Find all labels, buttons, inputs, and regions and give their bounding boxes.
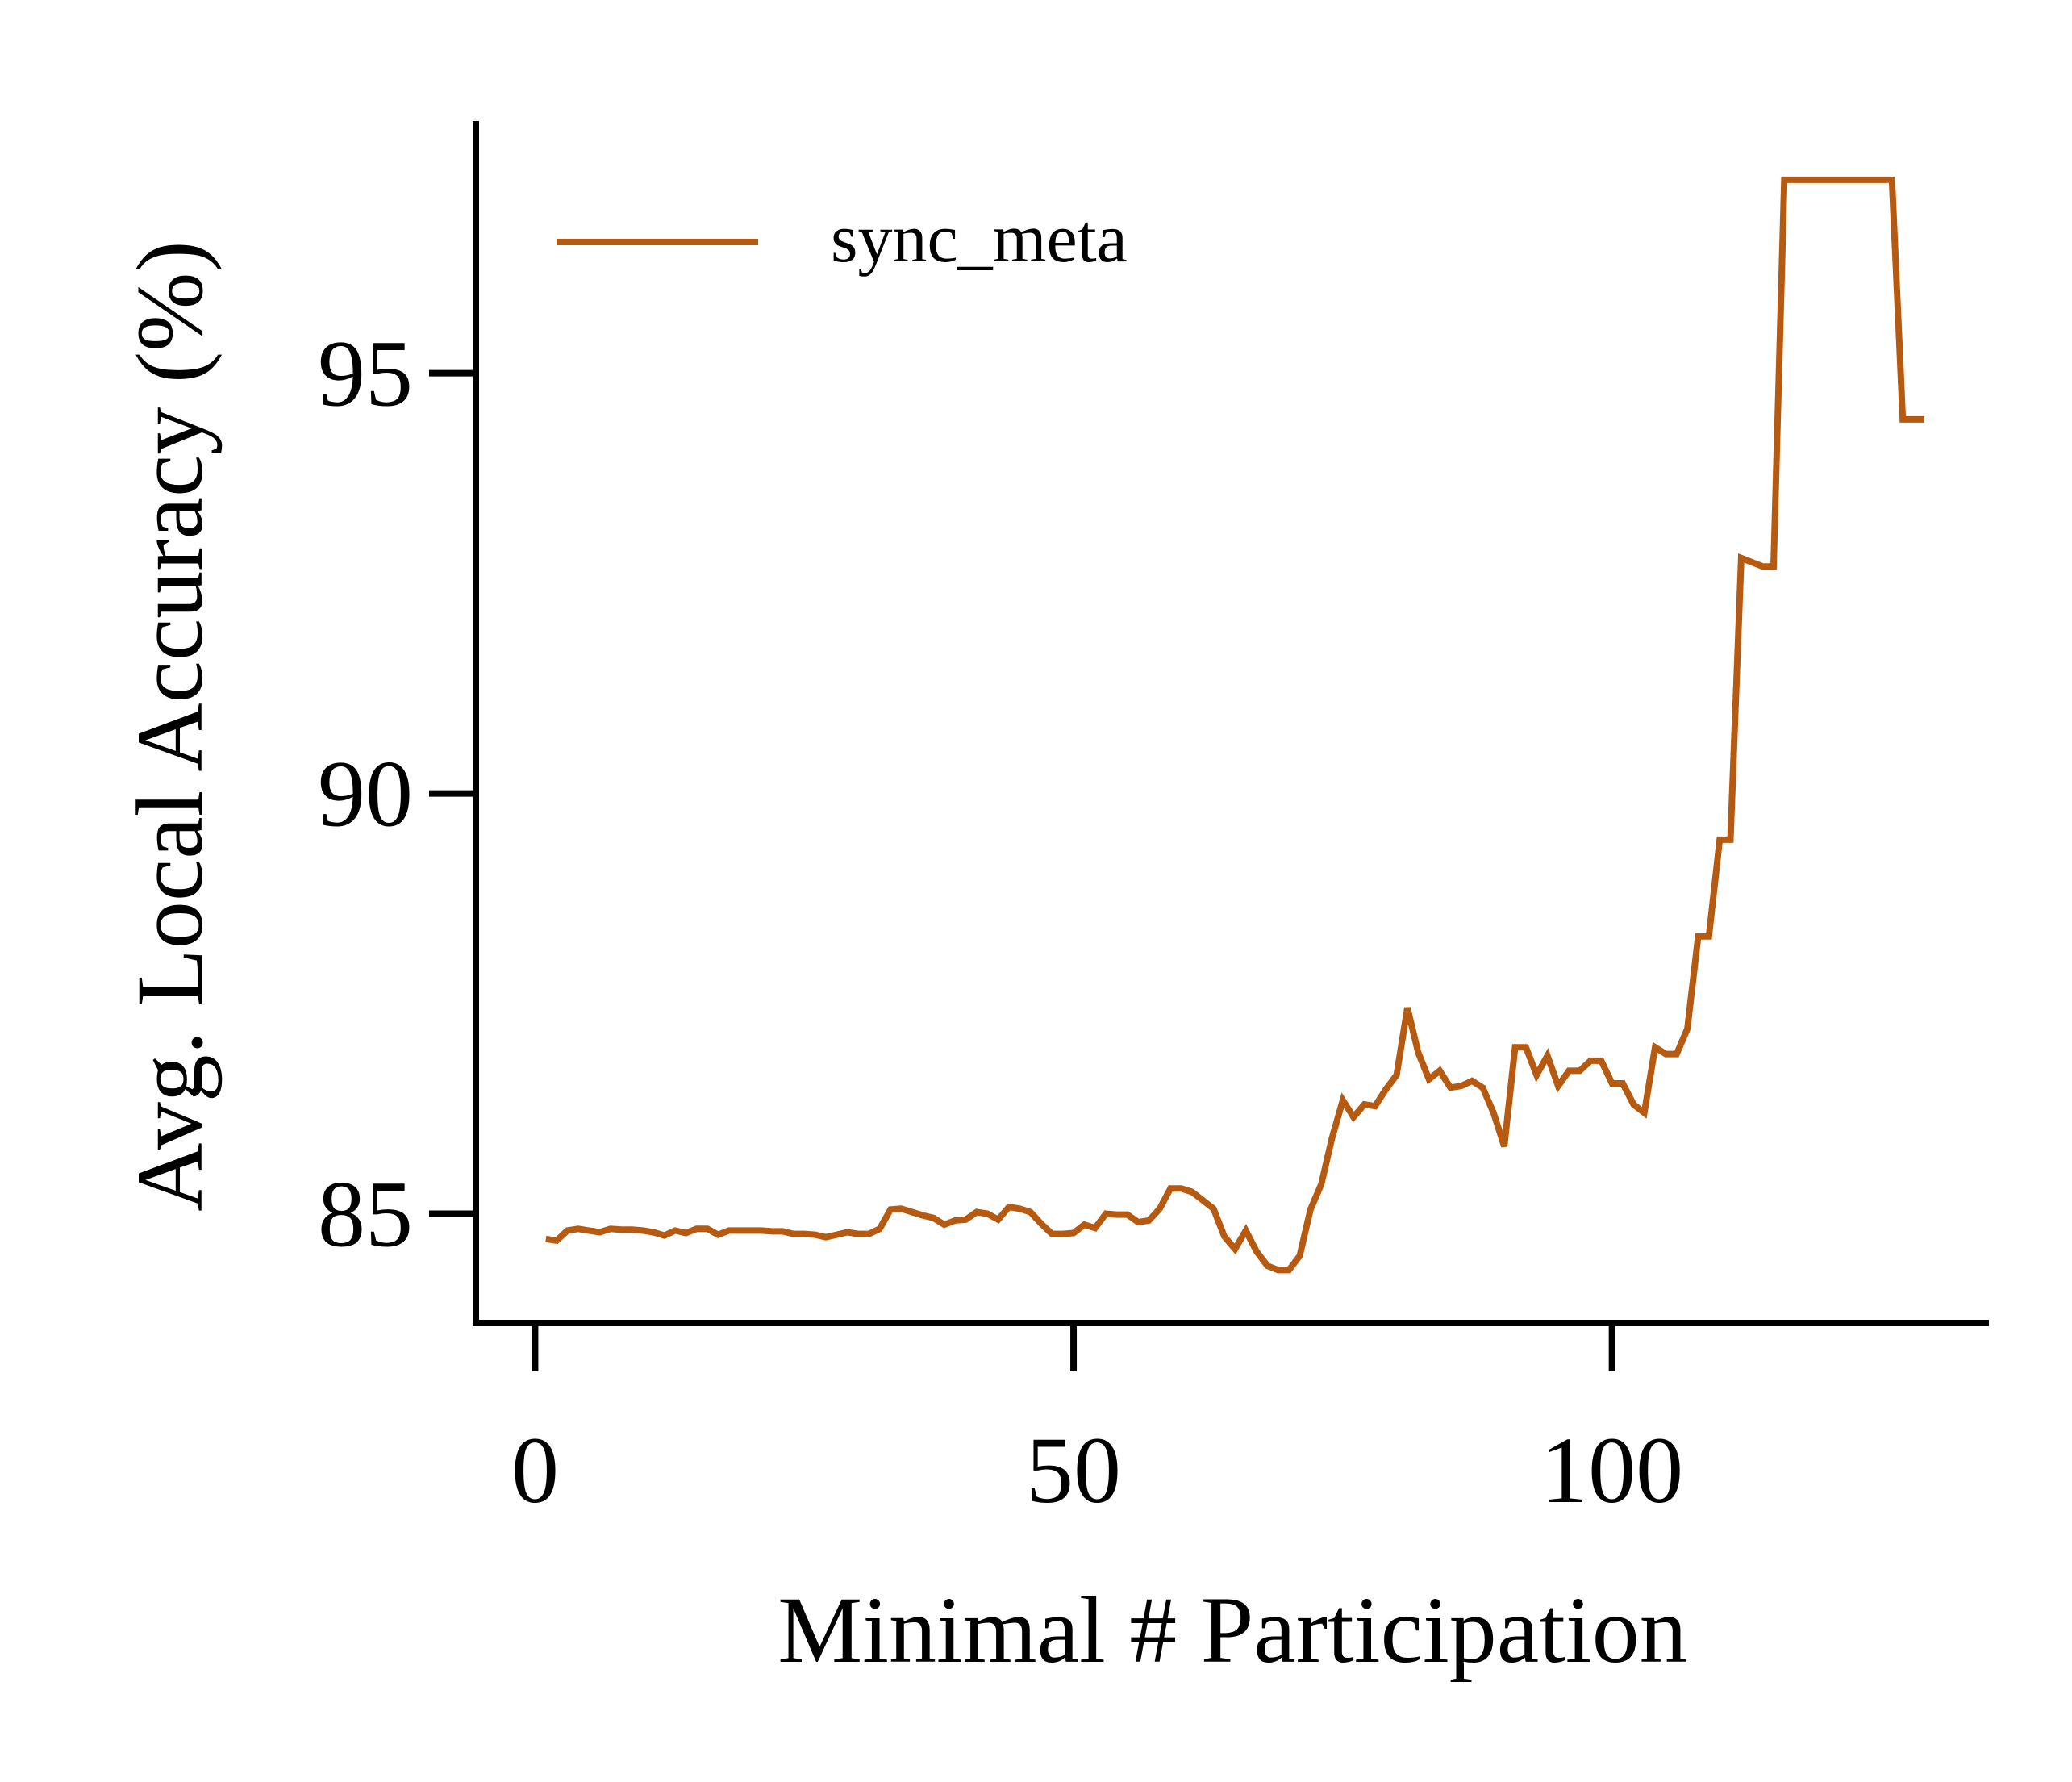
legend-label: sync_meta bbox=[831, 199, 1128, 277]
legend: sync_meta bbox=[557, 199, 1128, 277]
y-tick-label: 95 bbox=[318, 321, 413, 427]
x-axis-title: Minimal # Participation bbox=[778, 1577, 1686, 1683]
x-tick-label: 50 bbox=[1026, 1417, 1121, 1523]
y-tick-label: 90 bbox=[318, 741, 413, 847]
y-axis-title: Avg. Local Accuracy (%) bbox=[117, 240, 223, 1211]
x-axis: 0 50 100 bbox=[473, 1320, 1989, 1523]
x-tick-label: 100 bbox=[1540, 1417, 1683, 1523]
data-lines bbox=[545, 176, 1924, 1274]
x-tick-label: 0 bbox=[511, 1417, 559, 1523]
y-axis: 85 90 95 bbox=[318, 121, 479, 1323]
y-tick-label: 85 bbox=[318, 1162, 413, 1267]
series-line-sync_meta bbox=[545, 176, 1924, 1274]
